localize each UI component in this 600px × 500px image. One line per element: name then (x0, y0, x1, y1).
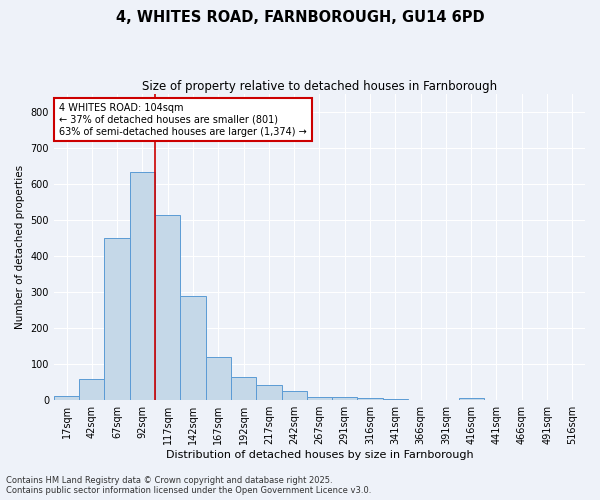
Bar (332, 398, 358, 400)
Bar (104, 238, 130, 400)
Bar (181, 296, 206, 400)
Bar (231, 377, 256, 400)
Bar (358, 398, 383, 400)
Text: Contains HM Land Registry data © Crown copyright and database right 2025.
Contai: Contains HM Land Registry data © Crown c… (6, 476, 371, 495)
Text: 4 WHITES ROAD: 104sqm
← 37% of detached houses are smaller (801)
63% of semi-det: 4 WHITES ROAD: 104sqm ← 37% of detached … (59, 104, 307, 136)
Bar (383, 399, 408, 400)
Bar (206, 357, 231, 400)
X-axis label: Distribution of detached houses by size in Farnborough: Distribution of detached houses by size … (166, 450, 473, 460)
Bar (79, 378, 104, 400)
Bar (130, 172, 155, 400)
Bar (458, 398, 484, 400)
Bar (256, 385, 281, 400)
Bar (54, 396, 79, 400)
Bar (307, 396, 332, 400)
Title: Size of property relative to detached houses in Farnborough: Size of property relative to detached ho… (142, 80, 497, 93)
Text: 4, WHITES ROAD, FARNBOROUGH, GU14 6PD: 4, WHITES ROAD, FARNBOROUGH, GU14 6PD (116, 10, 484, 25)
Bar (155, 215, 181, 400)
Y-axis label: Number of detached properties: Number of detached properties (15, 165, 25, 329)
Bar (281, 391, 307, 400)
